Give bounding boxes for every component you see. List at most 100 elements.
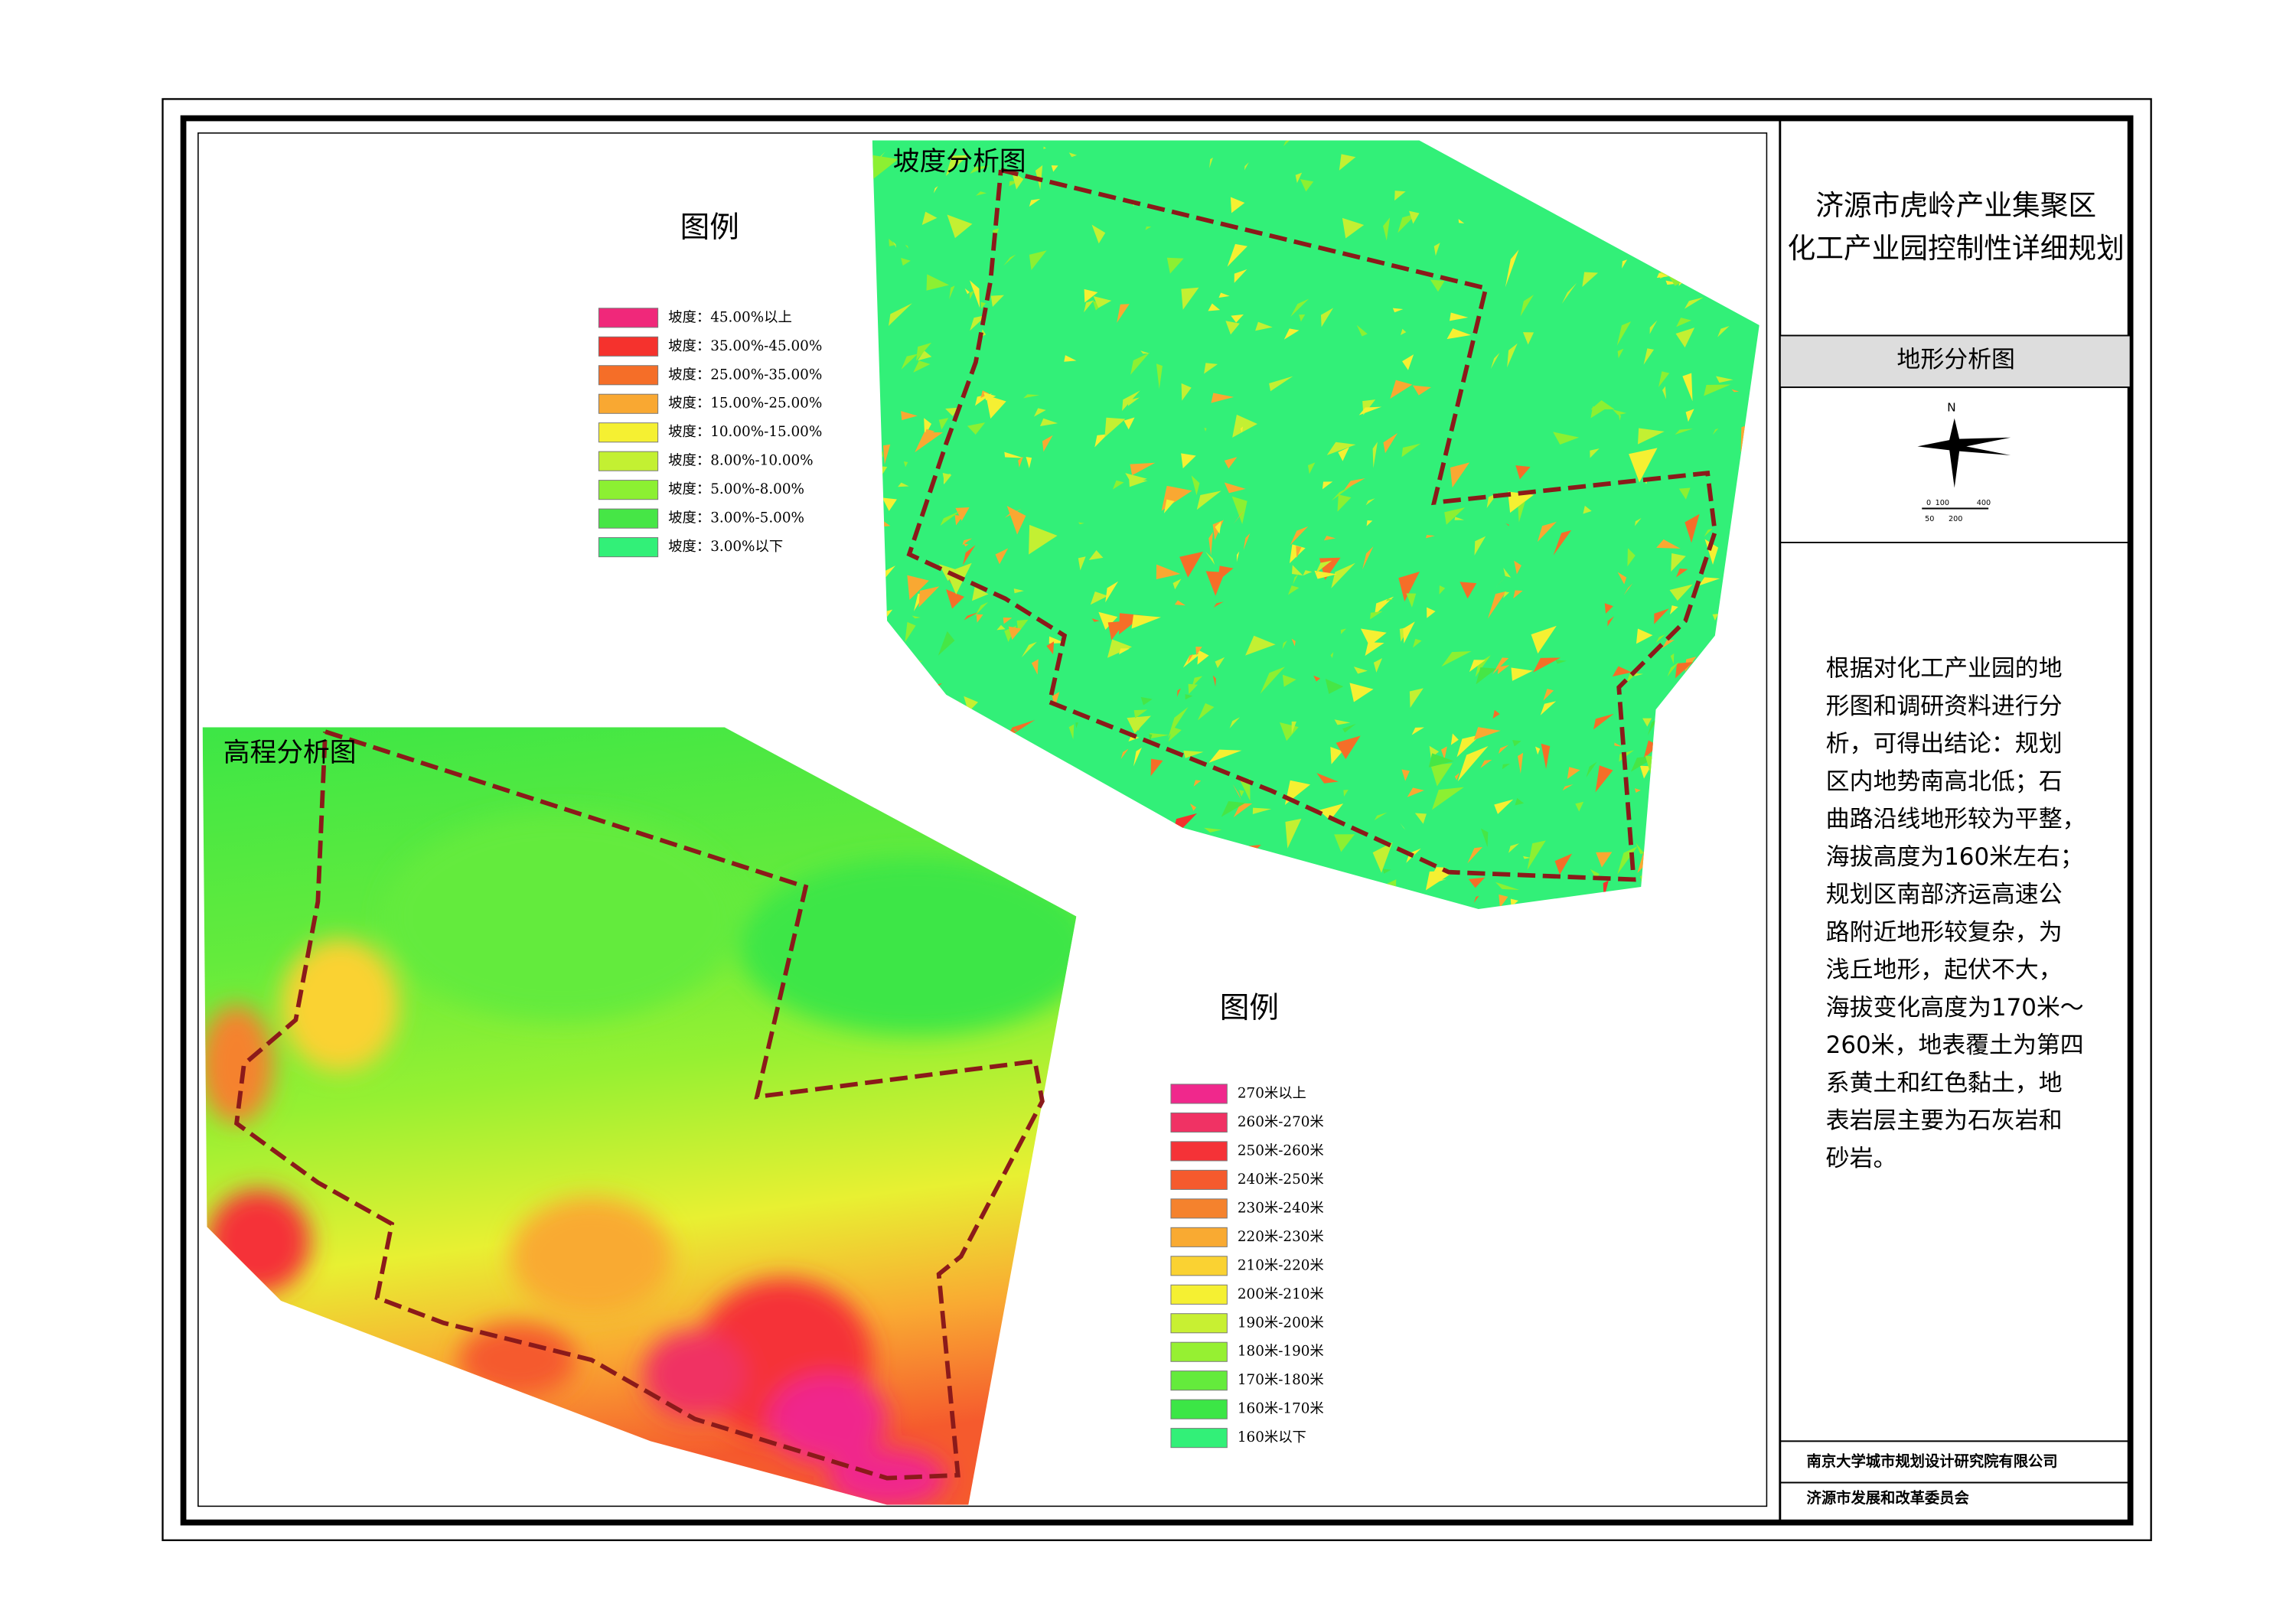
slope-patch xyxy=(1567,767,1580,780)
description-line: 根据对化工产业园的地 xyxy=(1826,655,2063,683)
slope-patch xyxy=(1688,213,1700,227)
slope-patch xyxy=(1697,728,1705,731)
slope-patch xyxy=(1440,746,1447,760)
slope-patch xyxy=(1678,487,1691,500)
slope-patch xyxy=(1051,803,1071,823)
slope-patch xyxy=(1553,432,1580,445)
slope-patch xyxy=(1616,321,1632,346)
slope-patch xyxy=(1212,675,1216,687)
slope-patch xyxy=(1078,793,1097,806)
slope-patch xyxy=(947,214,973,239)
slope-patch xyxy=(1291,638,1296,647)
slope-patch xyxy=(992,837,1013,850)
slope-patch xyxy=(1499,894,1508,908)
slope-patch xyxy=(1458,219,1465,224)
slope-patch xyxy=(999,812,1018,823)
slope-patch xyxy=(1227,243,1247,267)
description-line: 析，可得出结论：规划 xyxy=(1826,730,2063,758)
slope-patch xyxy=(921,211,938,225)
slope-patch xyxy=(1543,689,1554,701)
scale-label: 50 xyxy=(1925,515,1934,523)
slope-patch xyxy=(1045,861,1049,865)
slope-patch xyxy=(1303,570,1313,576)
slope-patch xyxy=(1051,862,1064,877)
slope-patch xyxy=(1634,788,1641,793)
legend-label: 210米-220米 xyxy=(1238,1257,1324,1273)
slope-patch xyxy=(1503,592,1510,598)
slope-patch xyxy=(1503,567,1512,578)
slope-patch xyxy=(905,734,928,758)
legend-swatch xyxy=(1170,1341,1228,1362)
description-line: 浅丘地形，起伏不大， xyxy=(1826,957,2063,984)
slope-patch xyxy=(1596,852,1613,868)
slope-patch xyxy=(1688,667,1711,689)
slope-patch xyxy=(1130,806,1135,819)
slope-patch xyxy=(1676,318,1692,328)
slope-patch xyxy=(1137,898,1143,908)
slope-patch xyxy=(1156,564,1181,580)
description-line: 曲路沿线地形较为平整， xyxy=(1826,806,2086,833)
slope-patch xyxy=(901,776,908,784)
slope-patch xyxy=(1124,417,1135,430)
slope-patch xyxy=(1614,742,1622,747)
slope-patch xyxy=(1291,565,1303,576)
slope-patch xyxy=(1191,475,1200,496)
slope-patch xyxy=(1018,456,1023,468)
slope-patch xyxy=(1428,753,1454,768)
slope-patch xyxy=(1511,667,1533,681)
arrow-shape xyxy=(1917,437,2011,455)
elevation-map xyxy=(202,727,1077,1505)
slope-patch xyxy=(1179,551,1204,578)
slope-patch xyxy=(1317,879,1322,888)
slope-patch xyxy=(1682,373,1693,402)
slope-patch xyxy=(1652,781,1665,792)
slope-patch xyxy=(1185,694,1193,700)
slope-patch xyxy=(1016,811,1030,828)
slope-patch xyxy=(1716,376,1733,383)
slope-patch xyxy=(1362,546,1374,570)
slope-patch xyxy=(1382,869,1391,874)
slope-patch xyxy=(1562,784,1574,791)
description-line: 区内地势南高北低；石 xyxy=(1826,768,2063,795)
slope-patch xyxy=(1753,668,1760,677)
slope-patch xyxy=(1343,790,1349,797)
slope-patch xyxy=(1234,510,1244,524)
legend-swatch xyxy=(598,537,659,558)
slope-patch xyxy=(1334,834,1355,852)
slope-patch xyxy=(1722,666,1732,686)
legend-swatch xyxy=(598,365,659,386)
slope-patch xyxy=(1739,763,1760,794)
slope-patch xyxy=(1492,657,1509,675)
scale-label: 0 xyxy=(1926,499,1931,507)
slope-patch xyxy=(1349,683,1374,702)
slope-patch xyxy=(1221,800,1246,817)
slope-patch xyxy=(938,418,949,430)
slope-patch xyxy=(1366,520,1373,526)
slope-patch xyxy=(1554,853,1573,875)
slope-patch xyxy=(1372,842,1393,873)
slope-patch xyxy=(901,257,911,266)
slope-patch xyxy=(1255,321,1273,331)
slope-patch xyxy=(1617,572,1627,585)
slope-patch xyxy=(1427,867,1446,882)
slope-patch xyxy=(1168,727,1182,742)
slope-patch xyxy=(874,557,882,568)
slope-patch xyxy=(967,422,986,435)
slope-patch xyxy=(1717,805,1724,809)
slope-patch xyxy=(1655,634,1666,644)
slope-patch xyxy=(1013,588,1024,594)
slope-patch xyxy=(1655,841,1688,849)
slope-patch xyxy=(1296,546,1302,559)
slope-patch xyxy=(938,631,955,656)
slope-patch xyxy=(1736,495,1749,504)
legend-label: 240米-250米 xyxy=(1238,1172,1324,1188)
slope-patch xyxy=(1209,157,1213,168)
slope-patch xyxy=(1204,827,1222,833)
slope-patch xyxy=(1639,765,1652,779)
slope-patch xyxy=(1283,140,1292,147)
slope-patch xyxy=(1629,448,1658,483)
slope-patch xyxy=(1742,296,1750,304)
client: 济源市发展和改革委员会 xyxy=(1807,1489,1970,1507)
legend-swatch xyxy=(1170,1256,1228,1276)
